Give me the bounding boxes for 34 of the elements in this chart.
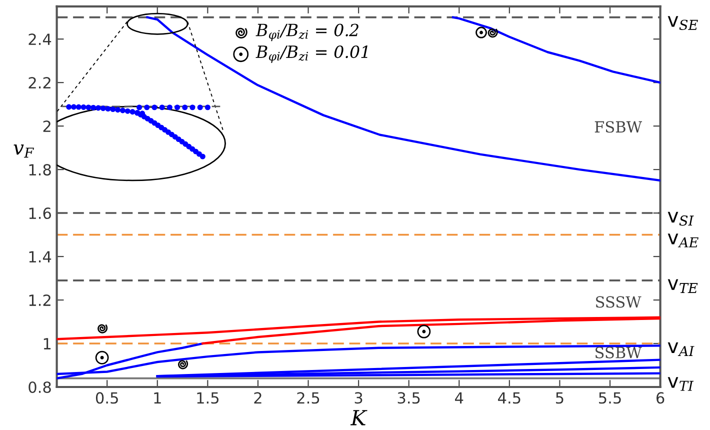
ref-line-label: v$_{SI}$ [668, 212, 694, 226]
ref-line-label: v$_{AE}$ [668, 234, 698, 248]
ref-line-label: v$_{SE}$ [668, 16, 698, 30]
ref-line-label: v$_{AI}$ [668, 342, 694, 356]
y-tick-label: 1.2 [29, 294, 50, 306]
x-tick-label: 3.5 [398, 392, 420, 404]
x-tick-label: 2.5 [297, 392, 320, 404]
y-tick-label: 1.6 [29, 208, 51, 220]
x-tick-label: 1.5 [197, 392, 218, 404]
annotation: FSBW [594, 121, 642, 133]
y-tick-label: 2.2 [28, 77, 50, 88]
y-tick-label: 2.4 [28, 34, 52, 45]
annotation: B$_{φi}$/B$_{zi}$ = 0.01 [256, 45, 368, 63]
ref-line-label: v$_{TI}$ [668, 377, 694, 391]
y-tick-label: 1.8 [29, 164, 51, 176]
y-tick-label: 1.4 [29, 251, 52, 262]
y-tick-label: 1 [44, 338, 51, 350]
annotation: B$_{φi}$/B$_{zi}$ = 0.2 [256, 24, 358, 42]
ref-line-label: v$_{TE}$ [668, 279, 698, 293]
y-tick-label: 2 [43, 120, 50, 132]
x-tick-label: 1 [154, 392, 161, 404]
x-tick-label: 0.5 [96, 392, 118, 404]
annotation: SSSW [596, 296, 642, 308]
x-tick-label: 6 [656, 392, 664, 404]
annotation: SSBW [596, 346, 642, 358]
x-tick-label: 3 [354, 392, 362, 404]
x-tick-label: 2 [254, 392, 262, 404]
x-axis-title: K [350, 410, 368, 426]
x-tick-label: 4 [455, 392, 464, 404]
y-tick-label: 0.8 [28, 381, 51, 394]
x-tick-label: 4.5 [498, 392, 520, 404]
x-tick-label: 5.5 [599, 392, 621, 404]
y-axis-title: v$_{F}$ [14, 144, 34, 158]
x-tick-label: 5 [556, 392, 564, 404]
